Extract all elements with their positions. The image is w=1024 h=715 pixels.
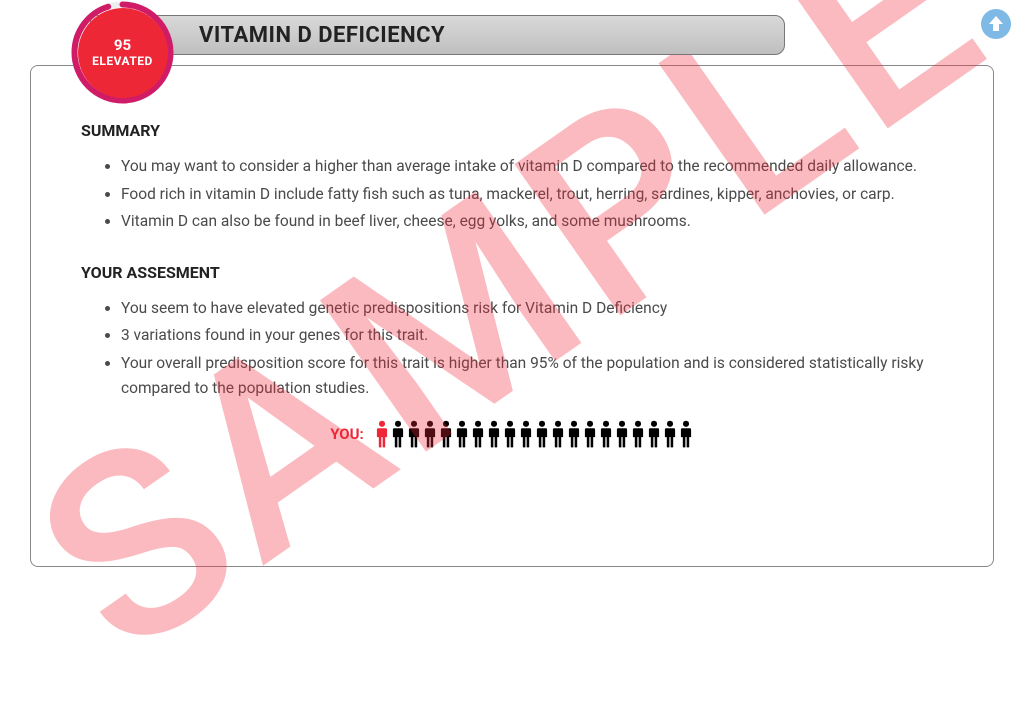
person-icon	[470, 420, 486, 448]
person-icon	[422, 420, 438, 448]
person-icon	[374, 420, 390, 448]
list-item: 3 variations found in your genes for thi…	[121, 323, 943, 349]
person-icon	[678, 420, 694, 448]
score-badge: 95 ELEVATED	[70, 0, 175, 105]
people-icons	[374, 420, 694, 448]
person-icon	[598, 420, 614, 448]
summary-heading: SUMMARY	[81, 121, 943, 140]
person-icon	[486, 420, 502, 448]
scroll-to-top-button[interactable]	[980, 8, 1012, 40]
list-item: You seem to have elevated genetic predis…	[121, 296, 943, 322]
person-icon	[454, 420, 470, 448]
person-icon	[566, 420, 582, 448]
list-item: Your overall predisposition score for th…	[121, 351, 943, 402]
person-icon	[438, 420, 454, 448]
report-title: VITAMIN D DEFICIENCY	[199, 23, 445, 48]
person-icon	[662, 420, 678, 448]
person-icon	[390, 420, 406, 448]
summary-list: You may want to consider a higher than a…	[81, 154, 943, 235]
person-icon	[614, 420, 630, 448]
assessment-heading: YOUR ASSESMENT	[81, 263, 943, 282]
person-icon	[406, 420, 422, 448]
report-title-bar: VITAMIN D DEFICIENCY	[90, 15, 785, 55]
score-badge-inner: 95 ELEVATED	[78, 8, 168, 98]
you-label: YOU:	[330, 425, 364, 443]
person-icon	[502, 420, 518, 448]
arrow-up-circle-icon	[980, 8, 1012, 40]
person-icon	[550, 420, 566, 448]
report-card: SUMMARY You may want to consider a highe…	[30, 65, 994, 567]
person-icon	[630, 420, 646, 448]
person-icon	[534, 420, 550, 448]
list-item: Food rich in vitamin D include fatty fis…	[121, 182, 943, 208]
person-icon	[582, 420, 598, 448]
population-comparison-row: YOU:	[81, 420, 943, 448]
score-status: ELEVATED	[92, 54, 153, 68]
score-value: 95	[114, 37, 131, 54]
list-item: You may want to consider a higher than a…	[121, 154, 943, 180]
person-icon	[646, 420, 662, 448]
assessment-list: You seem to have elevated genetic predis…	[81, 296, 943, 402]
person-icon	[518, 420, 534, 448]
list-item: Vitamin D can also be found in beef live…	[121, 209, 943, 235]
